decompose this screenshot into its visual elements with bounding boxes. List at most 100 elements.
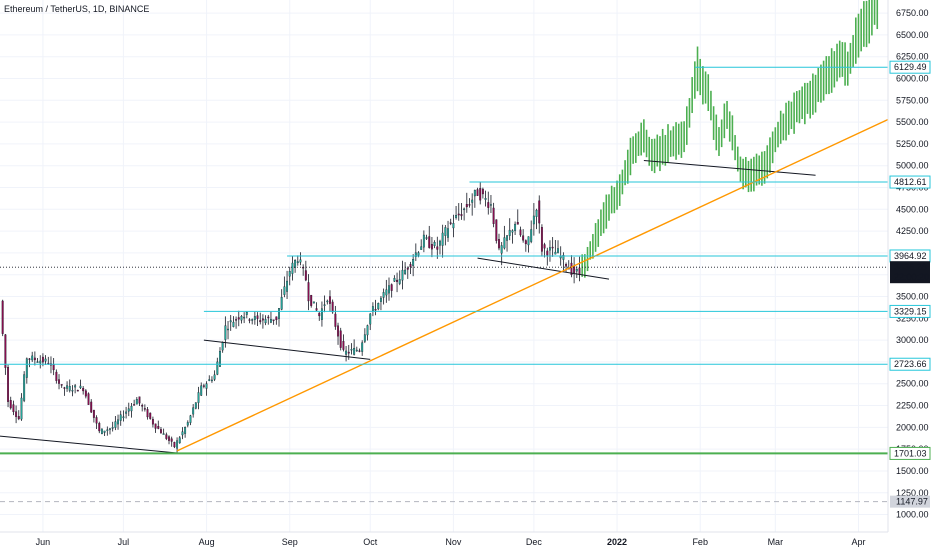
candle-body [119, 414, 122, 421]
candle-body [299, 259, 302, 263]
candle-body [304, 270, 307, 281]
candle-body [237, 317, 240, 320]
candle-body [465, 204, 468, 208]
candle-body [92, 409, 95, 418]
candle-body [149, 412, 152, 419]
candle-body [76, 390, 79, 392]
level-badge-bg [889, 304, 931, 318]
candle-body [363, 334, 366, 342]
candle-body [463, 208, 466, 211]
x-tick-label: Aug [199, 537, 215, 547]
x-tick-label: Nov [445, 537, 462, 547]
level-badge-bg [889, 60, 931, 74]
candle-body [428, 236, 431, 248]
candle-body [122, 416, 125, 419]
candle-body [186, 422, 189, 426]
x-tick-label: Apr [851, 537, 865, 547]
candle-body [160, 429, 162, 434]
candle-body [82, 387, 85, 392]
candle-body [554, 251, 557, 255]
candle-body [439, 240, 441, 246]
candle-body [393, 278, 396, 282]
y-tick-label: 4500.00 [896, 204, 929, 214]
candle-body [275, 316, 278, 321]
chart-title: Ethereum / TetherUS, 1D, BINANCE [4, 4, 149, 14]
time-axis[interactable]: Jun Jul Aug Sep Oct Nov Dec 2022 Feb Mar Apr [36, 537, 866, 547]
candle-body [565, 264, 568, 267]
candle-body [253, 316, 256, 320]
candle-body [71, 390, 74, 392]
candle-body [283, 286, 286, 295]
current-price-badge [890, 261, 930, 284]
candle-body [210, 379, 213, 382]
candle-body [476, 189, 479, 196]
level-badge-label: 3329.15 [894, 306, 927, 316]
countdown-label: 22:00:20 [894, 272, 929, 282]
candle-body [278, 308, 280, 319]
candle-body [87, 393, 90, 405]
level-badge-bg [889, 175, 931, 189]
candle-body [90, 401, 93, 413]
candle-body [224, 325, 227, 340]
candle-body [41, 356, 44, 363]
drawn-lines [0, 66, 889, 503]
candle-body [288, 271, 291, 277]
candle-body [165, 434, 168, 439]
candle-body [479, 188, 482, 201]
x-tick-label: Sep [282, 537, 298, 547]
candle-body [20, 397, 23, 420]
candle-body [55, 371, 58, 381]
candle-body [519, 229, 522, 236]
candle-body [44, 358, 47, 362]
x-tick-label: Feb [692, 537, 708, 547]
candle-body [127, 408, 130, 412]
candle-body [286, 280, 289, 292]
candle-body [52, 364, 55, 371]
y-tick-label: 6250.00 [896, 52, 929, 62]
candle-body [377, 303, 380, 310]
candle-body [353, 347, 356, 355]
candle-body [430, 244, 433, 250]
candle-body [468, 204, 471, 206]
candle-body [221, 342, 224, 351]
candle-body [245, 312, 248, 315]
candle-body [460, 214, 463, 217]
candle-body [181, 431, 184, 436]
candle-body [192, 407, 195, 415]
candle-body [74, 385, 77, 388]
candle-body [420, 246, 423, 250]
time-axis-background[interactable] [0, 532, 888, 550]
candle-body [444, 227, 447, 236]
candle-body [538, 200, 541, 224]
candle-body [422, 234, 425, 248]
y-tick-label: 2500.00 [896, 379, 929, 389]
dashed-level-label-bg [890, 495, 930, 508]
candle-body [157, 426, 160, 429]
candle-body [310, 294, 313, 306]
candle-body [385, 289, 388, 296]
y-tick-label: 3250.00 [896, 313, 929, 323]
candle-body [371, 306, 374, 312]
candle-body [205, 383, 208, 389]
x-tick-label: Oct [363, 537, 378, 547]
candle-body [334, 313, 337, 327]
candle-body [307, 282, 310, 302]
support-line [643, 159, 816, 176]
candle-body [184, 427, 187, 434]
candle-body [68, 386, 71, 391]
candle-body [251, 319, 254, 321]
candle-body [294, 260, 297, 268]
candle-body [162, 433, 165, 435]
y-tick-label: 6000.00 [896, 73, 929, 83]
candle-body [315, 308, 318, 311]
support-line [203, 339, 371, 360]
y-tick-label: 3500.00 [896, 292, 929, 302]
candle-body [138, 396, 141, 404]
candle-body [28, 358, 31, 360]
x-tick-label: Jun [36, 537, 51, 547]
candle-body [200, 385, 203, 396]
candle-body [374, 309, 377, 311]
candle-body [516, 222, 519, 225]
candle-body [240, 316, 243, 321]
